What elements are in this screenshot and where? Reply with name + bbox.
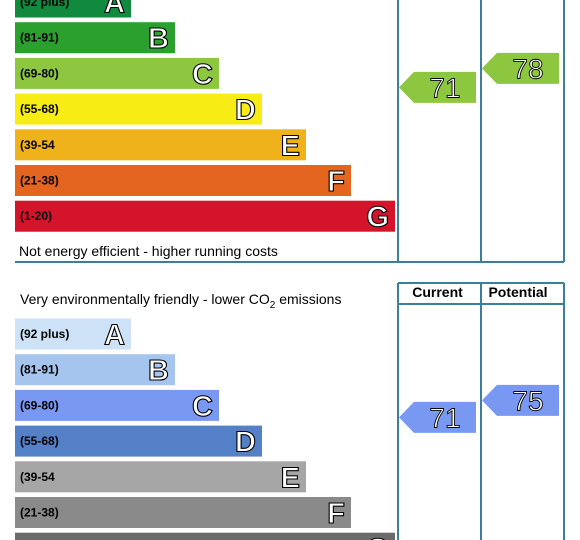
band-letter-f: F — [327, 166, 345, 198]
band-letter-d: D — [235, 427, 256, 459]
band-letter-e: E — [281, 130, 300, 162]
band-letter-e: E — [281, 462, 300, 494]
band-row-g: (1-20) G — [15, 200, 395, 234]
band-range-label: (69-80) — [20, 66, 59, 80]
potential-rating-value: 78 — [512, 53, 543, 84]
band-bar-a — [15, 0, 131, 18]
band-range-label: (1-20) — [20, 209, 52, 223]
header-caption-main: Very environmentally friendly - lower CO — [20, 291, 270, 307]
band-letter-d: D — [235, 95, 256, 127]
band-bar-b — [15, 22, 175, 54]
band-row-c: (69-80) C — [15, 389, 219, 423]
band-row-b: (81-91) B — [15, 354, 175, 388]
band-bar-e — [15, 129, 306, 161]
band-bar-c — [15, 389, 219, 421]
environmental-impact-chart: Current Potential Very environmentally fri… — [15, 282, 565, 540]
band-letter-c: C — [192, 391, 213, 423]
band-range-label: (81-91) — [20, 363, 59, 377]
band-bar-d — [15, 425, 262, 457]
band-bar-d — [15, 93, 262, 125]
band-row-d: (55-68) D — [15, 425, 262, 459]
band-row-a: (92 plus) A — [15, 318, 131, 352]
band-bar-g — [15, 200, 395, 232]
band-row-e: (39-54 E — [15, 461, 306, 495]
potential-rating-arrow — [482, 52, 559, 84]
header-caption-tail: emissions — [275, 291, 341, 307]
header-caption-subscript: 2 — [270, 300, 276, 311]
band-range-label: (55-68) — [20, 434, 59, 448]
band-letter-b: B — [148, 23, 169, 55]
band-letter-g: G — [366, 202, 389, 234]
potential-rating-value: 75 — [512, 385, 543, 416]
band-range-label: (39-54 — [20, 138, 55, 152]
column-header-potential: Potential — [488, 284, 547, 300]
band-range-label: (39-54 — [20, 470, 55, 484]
band-bar-e — [15, 461, 306, 493]
band-range-label: (21-38) — [20, 174, 59, 188]
band-row-d: (55-68) D — [15, 93, 262, 127]
band-letter-c: C — [192, 59, 213, 91]
band-letter-b: B — [148, 355, 169, 387]
potential-rating-arrow — [482, 384, 559, 416]
current-rating-arrow — [399, 401, 476, 433]
band-row-e: (39-54 E — [15, 129, 306, 163]
band-range-label: (55-68) — [20, 102, 59, 116]
current-rating-value: 71 — [429, 72, 460, 103]
band-range-label: (92 plus) — [20, 0, 69, 9]
band-bar-c — [15, 57, 219, 89]
band-letter-f: F — [327, 498, 345, 530]
band-bar-a — [15, 318, 131, 350]
column-header-current: Current — [412, 284, 463, 300]
band-letter-a: A — [104, 0, 125, 20]
current-rating-arrow — [399, 71, 476, 103]
header-caption: Very environmentally friendly - lower CO… — [20, 291, 341, 311]
energy-efficiency-chart: (92 plus) A(81-91) B(69-80) C(55-68) D(39-54… — [15, 0, 565, 263]
band-row-f: (21-38) F — [15, 497, 351, 531]
current-rating-value: 71 — [429, 402, 460, 433]
band-range-label: (92 plus) — [20, 327, 69, 341]
band-letter-a: A — [104, 320, 125, 352]
band-range-label: (81-91) — [20, 31, 59, 45]
band-range-label: (69-80) — [20, 398, 59, 412]
band-row-g: G — [15, 532, 395, 540]
footer-caption: Not energy efficient - higher running co… — [19, 243, 278, 259]
band-letter-g: G — [366, 534, 389, 540]
band-row-f: (21-38) F — [15, 165, 351, 199]
band-bar-f — [15, 497, 351, 528]
band-bar-g — [15, 532, 395, 540]
band-row-b: (81-91) B — [15, 22, 175, 56]
band-row-c: (69-80) C — [15, 57, 219, 91]
band-range-label: (21-38) — [20, 506, 59, 520]
band-row-a: (92 plus) A — [15, 0, 131, 20]
band-bar-f — [15, 165, 351, 196]
band-bar-b — [15, 354, 175, 386]
